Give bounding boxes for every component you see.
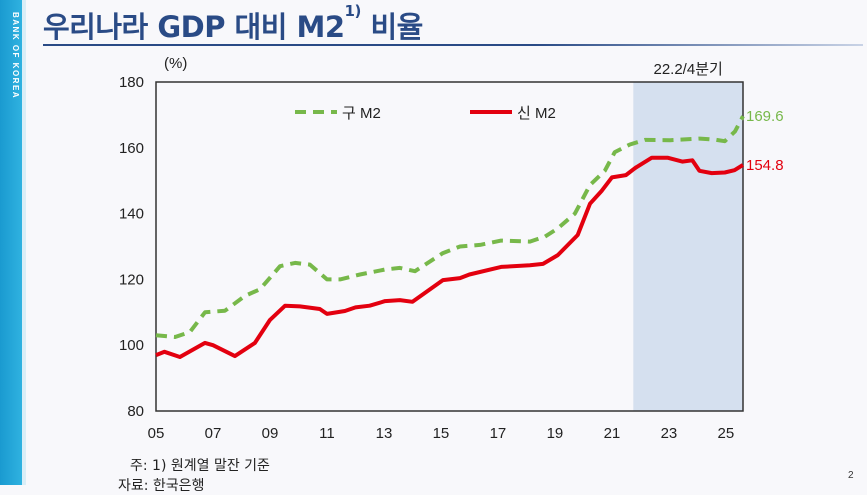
x-tick-label: 25 (718, 425, 735, 442)
title-underline (43, 44, 863, 46)
brand-text: BANK OF KOREA (11, 12, 20, 100)
y-tick-label: 80 (127, 403, 144, 420)
sidebar-edge (22, 0, 26, 485)
line-chart: 22.2/4분기 80 100 120 140 160 180 (%) 05 07 09 11 13 15… (119, 55, 784, 442)
y-tick-label: 140 (119, 206, 144, 223)
sidebar-strip (0, 0, 22, 485)
x-tick-label: 07 (205, 425, 222, 442)
x-tick-label: 11 (319, 425, 335, 442)
legend-label: 신 M2 (517, 105, 556, 122)
series-line-old-m2 (155, 115, 745, 339)
plot-frame (155, 81, 744, 412)
shaded-period (633, 82, 743, 411)
end-value-label: 154.8 (746, 157, 784, 174)
y-axis-unit: (%) (164, 55, 187, 72)
legend-label: 구 M2 (342, 105, 381, 122)
title-footnote-marker: 1) (344, 2, 362, 20)
x-tick-label: 05 (148, 425, 165, 442)
y-tick-label: 100 (119, 337, 144, 354)
y-tick-label: 180 (119, 74, 144, 91)
title-text: 우리나라 GDP 대비 M2 (43, 10, 345, 44)
x-tick-label: 21 (604, 425, 621, 442)
page-number: 2 (848, 470, 854, 481)
series-line-new-m2 (155, 155, 745, 359)
source-note: 자료: 한국은행 (118, 478, 205, 494)
x-tick-label: 23 (661, 425, 678, 442)
end-value-label: 169.6 (746, 108, 784, 125)
y-tick-label: 160 (119, 140, 144, 157)
x-tick-label: 19 (547, 425, 564, 442)
page-title: 우리나라 GDP 대비 M21) 비율 (43, 2, 423, 46)
title-suffix: 비율 (370, 10, 423, 44)
footnote: 주: 1) 원계열 말잔 기준 (130, 458, 270, 474)
x-tick-label: 17 (490, 425, 507, 442)
shaded-period-label: 22.2/4분기 (653, 61, 722, 78)
x-tick-label: 09 (262, 425, 279, 442)
x-tick-label: 15 (433, 425, 450, 442)
x-tick-label: 13 (376, 425, 393, 442)
y-tick-label: 120 (119, 271, 144, 288)
